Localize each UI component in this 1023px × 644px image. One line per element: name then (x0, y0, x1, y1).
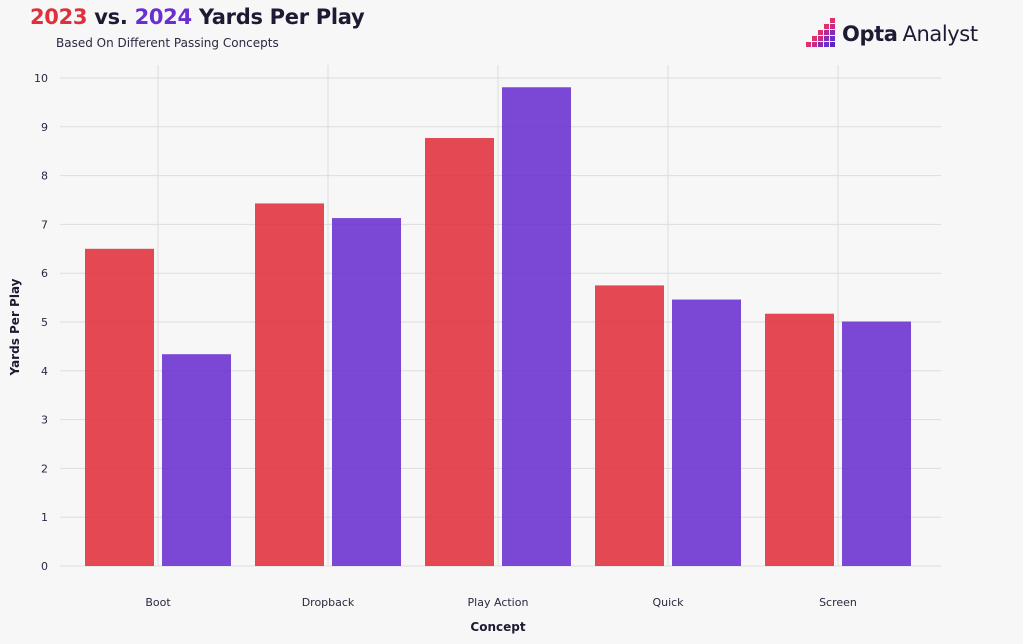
chart-subtitle: Based On Different Passing Concepts (56, 36, 279, 50)
bar-2023-play-action (425, 138, 494, 567)
bar-2023-screen (765, 313, 834, 566)
y-axis-title: Yards Per Play (8, 278, 22, 376)
y-tick-label: 2 (41, 462, 48, 475)
x-tick-label: Play Action (468, 596, 529, 609)
x-tick-label: Boot (145, 596, 171, 609)
tick-layer: 0 1 2 3 4 5 6 7 8 9 10 Boot Dropback Play Action Quick… (34, 72, 857, 609)
y-tick-label: 3 (41, 414, 48, 427)
brand-name-light: Analyst (902, 22, 979, 46)
bar-2024-dropback (332, 218, 401, 566)
x-tick-label: Screen (819, 596, 857, 609)
title-vs: vs. (94, 5, 128, 29)
x-tick-label: Quick (652, 596, 684, 609)
y-tick-label: 7 (41, 218, 48, 231)
bar-2023-boot (85, 248, 154, 567)
x-tick-label: Dropback (302, 596, 355, 609)
y-tick-label: 6 (41, 267, 48, 280)
chart-title: 2023 vs. 2024 Yards Per Play (30, 5, 365, 29)
bar-2024-boot (162, 354, 231, 566)
bar-2023-dropback (255, 203, 324, 566)
bar-2024-screen (842, 321, 911, 566)
bar-2023-quick (595, 285, 664, 566)
y-tick-label: 0 (41, 560, 48, 573)
y-tick-label: 4 (41, 365, 48, 378)
title-year-2023: 2023 (30, 5, 88, 29)
bar-2024-play-action (502, 87, 571, 566)
y-tick-label: 10 (34, 72, 48, 85)
opta-analyst-logo: Opta Analyst (806, 17, 978, 51)
bar-2024-quick (672, 299, 741, 566)
y-tick-label: 5 (41, 316, 48, 329)
y-tick-label: 1 (41, 511, 48, 524)
x-axis-title: Concept (470, 620, 525, 634)
brand-name-bold: Opta (842, 22, 898, 46)
y-tick-label: 9 (41, 121, 48, 134)
bar-layer (85, 87, 911, 567)
title-year-2024: 2024 (134, 5, 193, 29)
pixel-stairs-logo-icon (806, 18, 835, 47)
y-tick-label: 8 (41, 170, 48, 183)
title-rest: Yards Per Play (198, 5, 365, 29)
